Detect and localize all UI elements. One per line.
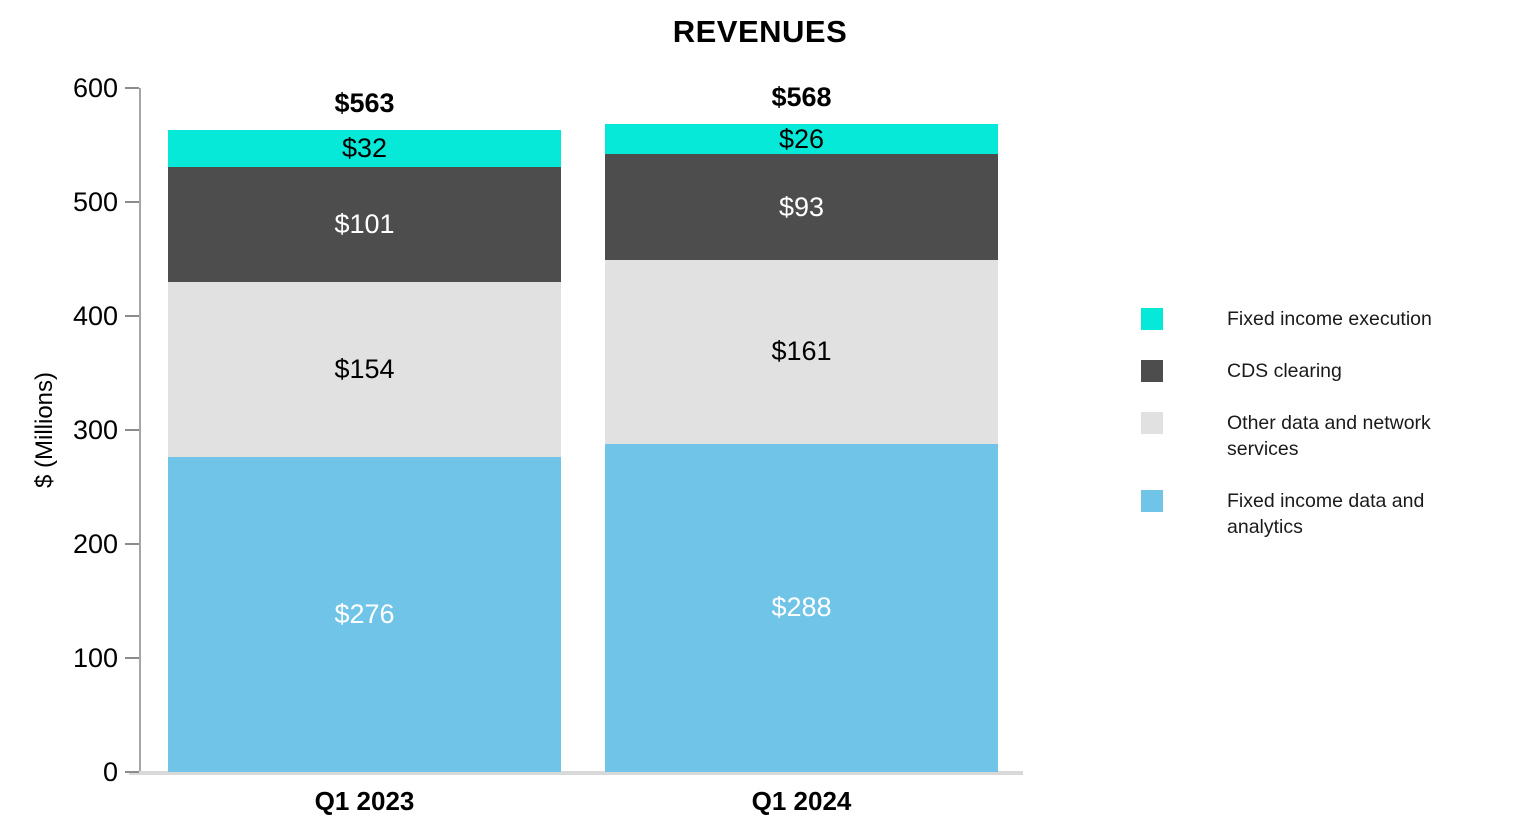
legend-swatch: [1141, 308, 1163, 330]
legend-swatch: [1141, 412, 1163, 434]
bar-segment-label: $288: [771, 592, 832, 623]
bar-segment-label: $32: [341, 132, 388, 163]
y-axis-tick-label: 600: [72, 73, 118, 103]
x-axis-category-label: Q1 2023: [314, 786, 415, 816]
bar-total-label: $563: [334, 88, 395, 119]
legend-item-label: CDS clearing: [1227, 360, 1342, 382]
bar-segment-label: $101: [334, 208, 395, 239]
legend-swatch: [1141, 490, 1163, 512]
bar-segment: $32: [168, 130, 561, 167]
legend-item: CDS clearing: [1141, 358, 1477, 384]
legend-swatch: [1141, 360, 1163, 382]
bar-segment: $26: [605, 124, 998, 155]
y-axis-tick-label: 200: [72, 529, 118, 559]
bar-segment-label: $26: [778, 124, 825, 154]
bar-segment: $101: [168, 166, 561, 282]
y-axis-tick-mark: [125, 429, 139, 431]
legend-item: Other data and network services: [1141, 410, 1477, 462]
y-axis-tick-label: 400: [72, 301, 118, 331]
bar-segment: $288: [605, 443, 998, 772]
bar-segment: $154: [168, 281, 561, 458]
y-axis-tick-mark: [125, 771, 139, 773]
y-axis-tick-label: 0: [102, 757, 118, 787]
legend-item-label: Other data and network services: [1227, 412, 1431, 460]
bar-segment-label: $93: [778, 191, 825, 222]
bar-segment: $276: [168, 457, 561, 772]
y-axis-tick-mark: [125, 657, 139, 659]
chart-title: REVENUES: [672, 14, 848, 49]
y-axis-line: [139, 88, 141, 774]
y-axis-tick-mark: [125, 543, 139, 545]
bar-segment: $161: [605, 260, 998, 444]
bar-segment-label: $161: [771, 336, 832, 367]
y-axis-tick-label: 300: [72, 415, 118, 445]
bar-segment: $93: [605, 154, 998, 261]
y-axis-tick-mark: [125, 315, 139, 317]
y-axis-tick-mark: [125, 201, 139, 203]
bar-segment-label: $154: [334, 354, 395, 385]
legend-item-label: Fixed income data and analytics: [1227, 490, 1425, 538]
bar-segment-label: $276: [334, 599, 395, 630]
y-axis-tick-mark: [125, 87, 139, 89]
bar-total-label: $568: [771, 82, 832, 113]
legend-item-label: Fixed income execution: [1227, 308, 1432, 330]
legend: Fixed income execution CDS clearing Other …: [1141, 306, 1477, 540]
legend-item: Fixed income execution: [1141, 306, 1477, 332]
x-axis-category-label: Q1 2024: [751, 786, 852, 816]
y-axis-tick-label: 500: [72, 187, 118, 217]
x-axis-baseline: [129, 771, 1023, 775]
y-axis-tick-label: 100: [72, 643, 118, 673]
legend-item: Fixed income data and analytics: [1141, 488, 1477, 540]
